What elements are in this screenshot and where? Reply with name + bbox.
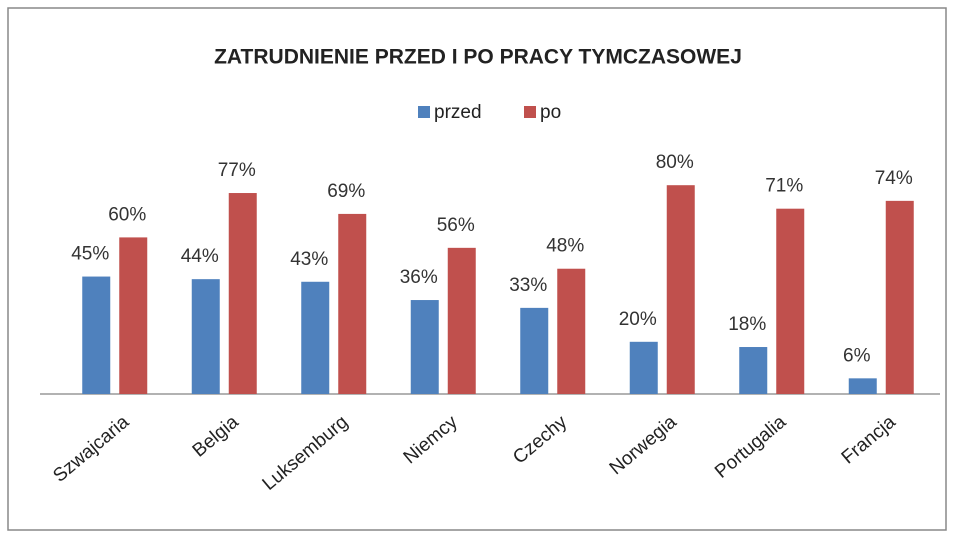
data-label: 80% bbox=[656, 152, 694, 173]
data-label: 6% bbox=[843, 345, 871, 366]
bar bbox=[776, 208, 805, 394]
data-label: 18% bbox=[728, 314, 766, 335]
bar bbox=[848, 378, 877, 394]
bar bbox=[301, 281, 330, 394]
legend-swatch bbox=[418, 106, 430, 118]
data-label: 43% bbox=[290, 249, 328, 270]
data-label: 60% bbox=[108, 204, 146, 225]
bar bbox=[520, 307, 549, 394]
bar bbox=[557, 268, 586, 394]
bar bbox=[228, 193, 257, 394]
bar bbox=[629, 341, 658, 394]
chart-frame bbox=[7, 7, 947, 531]
data-label: 69% bbox=[327, 181, 365, 202]
bar bbox=[739, 347, 768, 394]
legend-label: po bbox=[540, 102, 561, 123]
bar bbox=[410, 300, 439, 394]
bar bbox=[885, 200, 914, 394]
bar bbox=[119, 237, 148, 394]
bar bbox=[82, 276, 111, 394]
data-label: 45% bbox=[71, 244, 109, 265]
data-label: 74% bbox=[875, 168, 913, 189]
data-label: 77% bbox=[218, 160, 256, 181]
bar bbox=[447, 247, 476, 394]
data-label: 44% bbox=[181, 246, 219, 267]
data-label: 36% bbox=[400, 267, 438, 288]
bar bbox=[666, 185, 695, 394]
data-label: 20% bbox=[619, 309, 657, 330]
legend-swatch bbox=[524, 106, 536, 118]
data-label: 71% bbox=[765, 176, 803, 197]
bar bbox=[338, 213, 367, 394]
chart-title: ZATRUDNIENIE PRZED I PO PRACY TYMCZASOWE… bbox=[214, 46, 742, 69]
data-label: 48% bbox=[546, 236, 584, 257]
legend-label: przed bbox=[434, 102, 482, 123]
bar bbox=[191, 279, 220, 394]
data-label: 33% bbox=[509, 275, 547, 296]
data-label: 56% bbox=[437, 215, 475, 236]
